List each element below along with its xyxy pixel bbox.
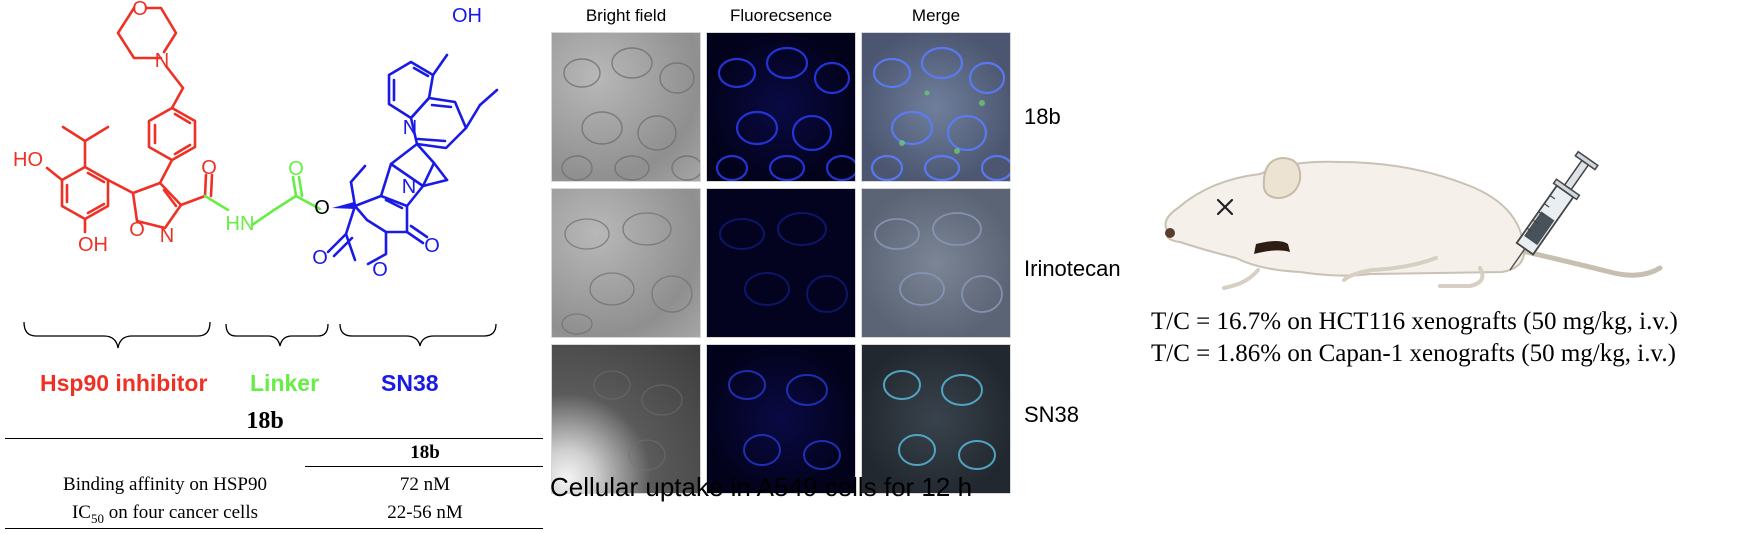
ic-label-main: IC xyxy=(71,502,91,523)
linker-label: Linker xyxy=(250,370,320,396)
ester-o-atom: O xyxy=(314,197,330,219)
lactone-o-atom: O xyxy=(312,247,328,269)
row-label-sn38: SN38 xyxy=(1024,402,1080,427)
grid-caption: Cellular uptake in A549 cells for 12 h xyxy=(550,472,973,502)
fragment-braces xyxy=(23,321,497,349)
image-sn38-merge xyxy=(861,344,1011,494)
hsp90-inhibitor-label: Hsp90 inhibitor xyxy=(40,370,208,396)
image-18b-bright-field xyxy=(551,32,701,182)
row-label-irinotecan: Irinotecan xyxy=(1024,256,1121,281)
image-irinotecan-merge xyxy=(861,188,1011,338)
image-18b-fluorescence xyxy=(706,32,856,182)
compound-label: 18b xyxy=(246,408,284,434)
table-row-value: 22-56 nM xyxy=(387,502,463,523)
ic-label-sub: 50 xyxy=(90,510,104,526)
amide-nh-atom: HN xyxy=(226,213,255,235)
image-sn38-bright-field xyxy=(551,344,701,494)
syringe-icon xyxy=(1509,150,1599,271)
hsp90-inhibitor-fragment xyxy=(45,6,214,234)
compound-18b-structure: O N HO OH O N O HN O O xyxy=(13,0,499,349)
mouse-icon xyxy=(1164,156,1663,290)
tc-result-capan1: T/C = 1.86% on Capan-1 xenografts (50 mg… xyxy=(1151,340,1676,367)
column-header-fluorescence: Fluorecsence xyxy=(729,6,833,25)
image-sn38-fluorescence xyxy=(706,344,856,494)
ho-bottom-atom: OH xyxy=(78,234,108,256)
morpholine-o-atom: O xyxy=(132,0,148,20)
sn38-fragment xyxy=(326,53,499,266)
column-header-merge: Merge xyxy=(911,6,961,25)
image-18b-merge xyxy=(861,32,1011,182)
mouse-xenograft-illustration xyxy=(1164,150,1663,290)
sn38-label: SN38 xyxy=(381,370,439,396)
column-header-bright-field: Bright field xyxy=(585,6,667,25)
isoxazole-o-atom: O xyxy=(129,219,145,241)
ho-top-atom: HO xyxy=(13,149,43,171)
table-row-value: 72 nM xyxy=(399,474,451,495)
oh-sn38-atom: OH xyxy=(452,5,482,27)
amide-o-atom: O xyxy=(201,157,217,179)
image-irinotecan-bright-field xyxy=(551,188,701,338)
ic-label-rest: on four cancer cells xyxy=(103,502,259,523)
linker-fragment xyxy=(203,175,322,227)
isoxazole-n-atom: N xyxy=(160,225,174,247)
lactam-o-atom: O xyxy=(424,235,440,257)
lactam-n-atom: N xyxy=(402,176,416,198)
row-label-18b: 18b xyxy=(1024,104,1061,129)
table-row-label: Binding affinity on HSP90 xyxy=(63,474,267,495)
table-column-header: 18b xyxy=(410,442,440,463)
table-row-label: IC50 on four cancer cells xyxy=(35,502,295,527)
quinoline-n-atom: N xyxy=(403,117,417,139)
image-irinotecan-fluorescence xyxy=(706,188,856,338)
linker-o-atom: O xyxy=(288,158,304,180)
tc-result-hct116: T/C = 16.7% on HCT116 xenografts (50 mg/… xyxy=(1151,308,1678,335)
morpholine-n-atom: N xyxy=(155,50,169,72)
lactone-ring-o-atom: O xyxy=(372,259,388,281)
